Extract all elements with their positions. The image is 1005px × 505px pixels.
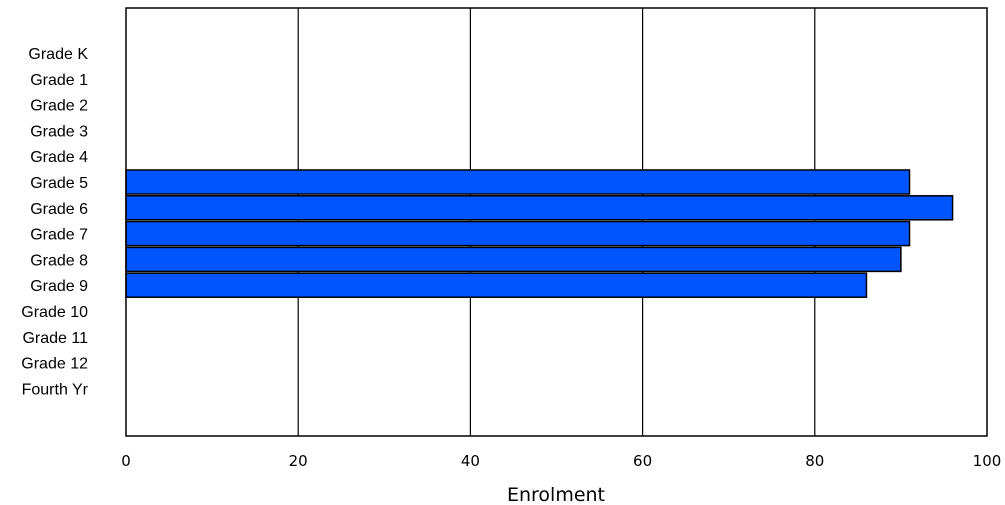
bar-grade-6 — [125, 195, 954, 221]
bar-grade-8 — [125, 246, 902, 273]
bar-grade-5 — [125, 169, 911, 195]
category-label-grade-5: Grade 5 — [30, 175, 88, 192]
category-labels: Grade K Grade 1 Grade 2 Grade 3 Grade 4 Grade… — [21, 46, 88, 398]
bar-grade-9 — [125, 272, 868, 298]
plot-frame — [125, 7, 988, 437]
category-label-fourth-yr: Fourth Yr — [22, 381, 89, 398]
x-tick-label-80: 80 — [805, 452, 824, 470]
category-label-grade-10: Grade 10 — [21, 304, 88, 321]
category-label-grade-k: Grade K — [28, 46, 88, 63]
x-axis-title: Enrolment — [507, 484, 605, 505]
category-label-grade-6: Grade 6 — [30, 201, 88, 218]
category-label-grade-12: Grade 12 — [21, 356, 88, 373]
category-label-grade-9: Grade 9 — [30, 278, 88, 295]
x-tick-label-0: 0 — [121, 452, 131, 470]
bars — [125, 169, 954, 298]
category-label-grade-8: Grade 8 — [30, 252, 88, 269]
category-label-grade-4: Grade 4 — [30, 149, 88, 166]
x-tick-label-60: 60 — [633, 452, 652, 470]
x-tick-label-40: 40 — [461, 452, 480, 470]
category-label-grade-11: Grade 11 — [22, 330, 88, 347]
x-tick-labels: 0 20 40 60 80 100 — [121, 452, 1001, 470]
x-tick-label-20: 20 — [289, 452, 308, 470]
x-tick-label-100: 100 — [973, 452, 1002, 470]
bar-grade-7 — [125, 220, 911, 247]
category-label-grade-7: Grade 7 — [30, 227, 88, 244]
category-label-grade-3: Grade 3 — [30, 123, 88, 140]
category-label-grade-1: Grade 1 — [30, 72, 88, 89]
category-label-grade-2: Grade 2 — [30, 98, 88, 115]
